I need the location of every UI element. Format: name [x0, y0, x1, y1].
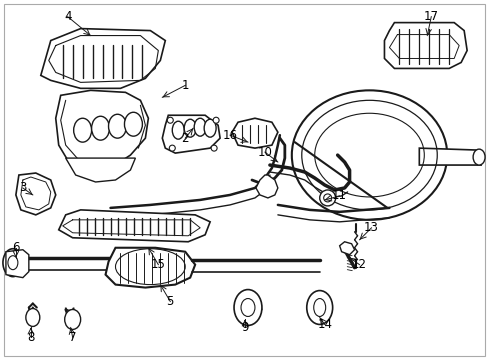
Ellipse shape [91, 116, 109, 140]
Ellipse shape [26, 309, 40, 327]
Text: 17: 17 [423, 10, 438, 23]
Ellipse shape [306, 291, 332, 324]
Text: 8: 8 [27, 331, 35, 344]
Text: 7: 7 [69, 331, 76, 344]
Ellipse shape [241, 298, 254, 316]
Text: 4: 4 [64, 10, 71, 23]
Ellipse shape [313, 298, 325, 316]
Ellipse shape [8, 256, 18, 270]
Ellipse shape [234, 289, 262, 325]
Ellipse shape [64, 310, 81, 329]
Polygon shape [255, 175, 277, 198]
Polygon shape [105, 248, 195, 288]
Polygon shape [162, 115, 220, 153]
Polygon shape [16, 173, 56, 215]
Text: 2: 2 [181, 132, 188, 145]
Ellipse shape [172, 121, 184, 139]
Text: 3: 3 [19, 181, 26, 194]
Circle shape [211, 145, 217, 151]
Text: 10: 10 [257, 145, 272, 159]
Polygon shape [59, 210, 210, 242]
Text: 12: 12 [351, 258, 366, 271]
Text: 9: 9 [241, 321, 248, 334]
Circle shape [167, 117, 173, 123]
Polygon shape [65, 158, 135, 182]
Polygon shape [339, 242, 354, 255]
Circle shape [169, 145, 175, 151]
Ellipse shape [3, 249, 23, 276]
Polygon shape [384, 23, 466, 68]
Circle shape [213, 117, 219, 123]
Polygon shape [41, 28, 165, 88]
Ellipse shape [472, 149, 484, 165]
Text: 14: 14 [317, 318, 331, 331]
Polygon shape [56, 90, 148, 172]
Polygon shape [6, 250, 29, 278]
Text: 5: 5 [166, 295, 174, 308]
Polygon shape [419, 148, 480, 165]
Ellipse shape [124, 112, 142, 136]
Ellipse shape [74, 118, 91, 142]
Text: 6: 6 [12, 241, 20, 254]
Ellipse shape [203, 119, 216, 137]
Ellipse shape [108, 114, 126, 138]
Text: 11: 11 [331, 189, 346, 202]
Ellipse shape [291, 90, 447, 220]
Text: 1: 1 [181, 79, 188, 92]
Text: 13: 13 [364, 221, 378, 234]
Polygon shape [232, 118, 277, 148]
Ellipse shape [184, 119, 196, 137]
Circle shape [323, 194, 331, 202]
Ellipse shape [194, 118, 206, 136]
Circle shape [319, 190, 335, 206]
Text: 16: 16 [222, 129, 237, 142]
Text: 15: 15 [151, 258, 165, 271]
